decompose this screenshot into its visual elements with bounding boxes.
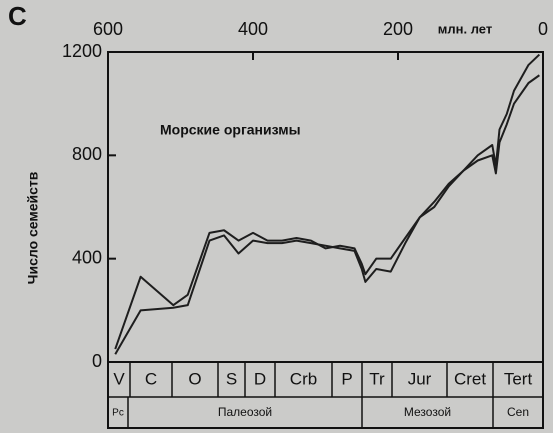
period-label: Jur	[408, 369, 432, 388]
period-label: D	[254, 369, 266, 388]
data-line	[114, 74, 540, 355]
y-axis-label: Число семейств	[25, 171, 41, 284]
y-tick-label: 0	[92, 351, 102, 371]
x-tick-label: 400	[238, 19, 268, 39]
era-label: Мезозой	[404, 405, 451, 419]
x-tick-label: 0	[538, 19, 548, 39]
panel-label: C	[8, 1, 27, 31]
period-label: V	[113, 369, 125, 388]
y-tick-label: 400	[72, 247, 102, 267]
period-label: Tert	[504, 369, 533, 388]
period-label: C	[145, 369, 157, 388]
period-label: Crb	[290, 369, 317, 388]
period-label: Cret	[454, 369, 486, 388]
period-label: S	[226, 369, 237, 388]
annotation: Морские организмы	[160, 122, 301, 138]
period-label: P	[341, 369, 352, 388]
data-line	[114, 53, 541, 350]
period-table	[107, 361, 544, 429]
period-label: Tr	[369, 369, 385, 388]
period-label: O	[188, 369, 201, 388]
x-tick-label: 600	[93, 19, 123, 39]
y-tick-label: 800	[72, 144, 102, 164]
x-tick-label: 200	[383, 19, 413, 39]
y-tick-label: 1200	[62, 41, 102, 61]
era-label: Рс	[112, 408, 124, 419]
x-axis-label: млн. лет	[438, 21, 492, 36]
era-label: Палеозой	[218, 405, 272, 419]
era-label: Cen	[507, 405, 529, 419]
